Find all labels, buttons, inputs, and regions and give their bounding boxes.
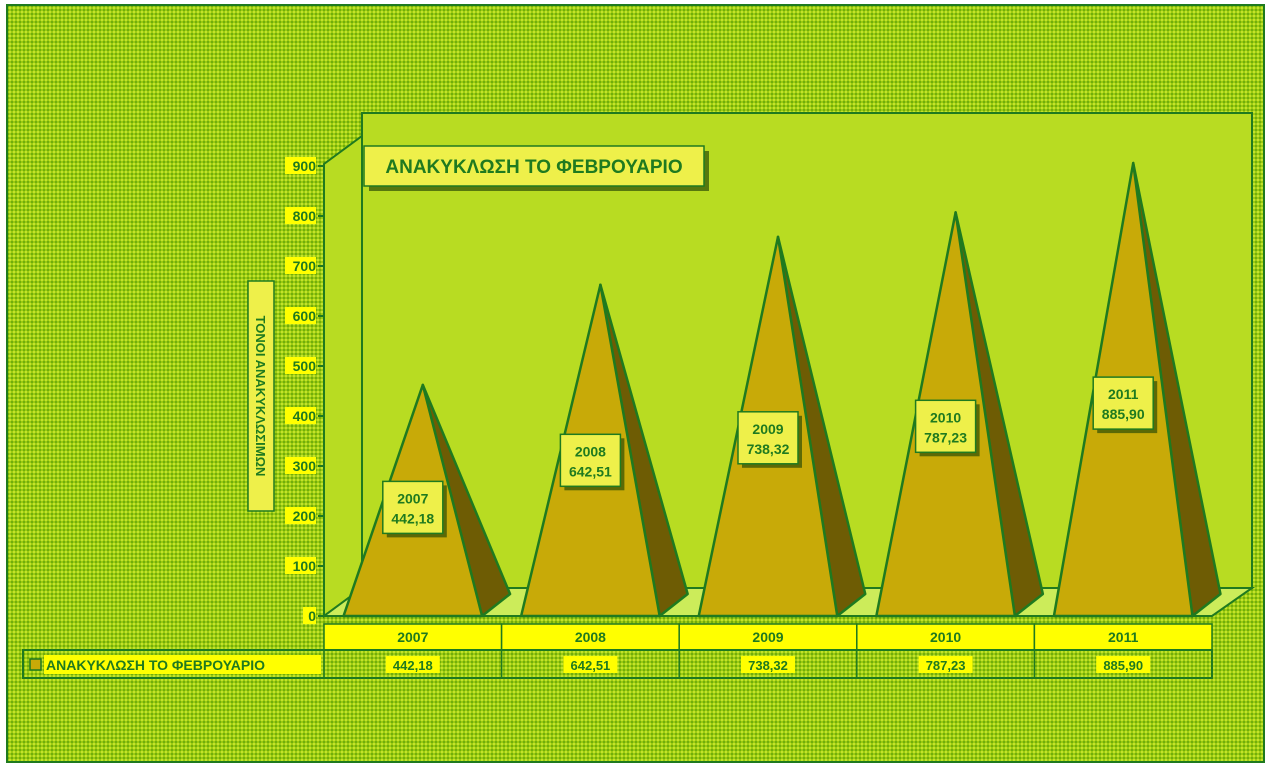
table-value-label: 885,90: [1103, 658, 1143, 673]
data-label-box: [559, 433, 622, 488]
y-tick-label: 700: [293, 258, 317, 274]
y-tick-label: 400: [293, 408, 317, 424]
table-value-bg: [563, 656, 618, 673]
table-category-cell: [323, 623, 503, 651]
y-tick-label: 500: [293, 358, 317, 374]
data-label-box: [1092, 376, 1154, 430]
data-label-category: 2010: [930, 409, 961, 425]
y-axis-title: ΤΟΝΟΙ ΑΝΑΚΥΚΛΩΣΙΜΩΝ: [253, 316, 268, 477]
y-tick-label: 200: [293, 508, 317, 524]
data-label-box: [737, 411, 799, 465]
table-value-row: [22, 649, 1213, 679]
y-tick-label-bg: [285, 157, 316, 174]
table-value-label: 442,18: [393, 658, 433, 673]
table-category-label: 2010: [930, 629, 961, 645]
legend-label-bg: [44, 655, 321, 674]
y-tick-label: 900: [293, 158, 317, 174]
data-label-value: 885,90: [1102, 406, 1145, 422]
table-category-label: 2007: [397, 629, 428, 645]
table-value-bg: [741, 656, 795, 673]
chart-title: ΑΝΑΚΥΚΛΩΣΗ ΤΟ ΦΕΒΡΟΥΑΡΙΟ: [385, 157, 682, 178]
table-category-cell: [500, 623, 680, 651]
y-tick-label-bg: [303, 607, 316, 624]
y-tick-label-bg: [285, 207, 316, 224]
y-tick-label-bg: [285, 557, 316, 574]
y-tick-label-bg: [285, 257, 316, 274]
chart-area: 0 100 200 300 400 500 600 700 800 900 ΤΟΝΟΙ ΑΝΑΚΥΚ…: [6, 4, 1265, 763]
table-category-label: 2009: [752, 629, 783, 645]
legend-series-label: ΑΝΑΚΥΚΛΩΣΗ ΤΟ ΦΕΒΡΟΥΑΡΙΟ: [46, 657, 265, 673]
table-value-bg: [918, 656, 973, 673]
side-wall: [323, 134, 363, 618]
table-category-label: 2008: [575, 629, 606, 645]
data-label-value: 787,23: [924, 429, 967, 445]
y-tick-label: 300: [293, 458, 317, 474]
data-label-box: [382, 480, 444, 535]
y-tick-label-bg: [285, 407, 316, 424]
chart-title-box: [363, 145, 705, 187]
table-value-label: 787,23: [926, 658, 966, 673]
y-tick-label: 800: [293, 208, 317, 224]
data-label-box: [914, 399, 977, 454]
y-tick-label-bg: [285, 357, 316, 374]
data-label-category: 2008: [575, 443, 606, 459]
data-label-category: 2009: [752, 421, 783, 437]
table-value-bg: [1096, 656, 1151, 673]
data-label-category: 2007: [397, 490, 428, 506]
data-label-value: 738,32: [747, 441, 790, 457]
y-tick-label-bg: [285, 457, 316, 474]
data-label-value: 642,51: [569, 463, 612, 479]
y-tick-label-bg: [285, 507, 316, 524]
chart-svg: 0 100 200 300 400 500 600 700 800 900 ΤΟΝΟΙ ΑΝΑΚΥΚ…: [22, 112, 1256, 679]
table-value-label: 642,51: [571, 658, 611, 673]
y-tick-label: 100: [293, 558, 317, 574]
table-category-cell: [678, 623, 858, 651]
y-axis-title-box: [247, 280, 275, 512]
y-tick-label: 0: [308, 608, 316, 624]
data-label-category: 2011: [1108, 386, 1139, 402]
table-value-label: 738,32: [748, 658, 788, 673]
table-category-label: 2011: [1108, 629, 1139, 645]
data-label-value: 442,18: [391, 510, 434, 526]
y-tick-label: 600: [293, 308, 317, 324]
y-tick-label-bg: [285, 307, 316, 324]
table-category-cell: [1033, 623, 1213, 651]
table-value-bg: [385, 656, 440, 673]
legend-key: [29, 658, 42, 671]
